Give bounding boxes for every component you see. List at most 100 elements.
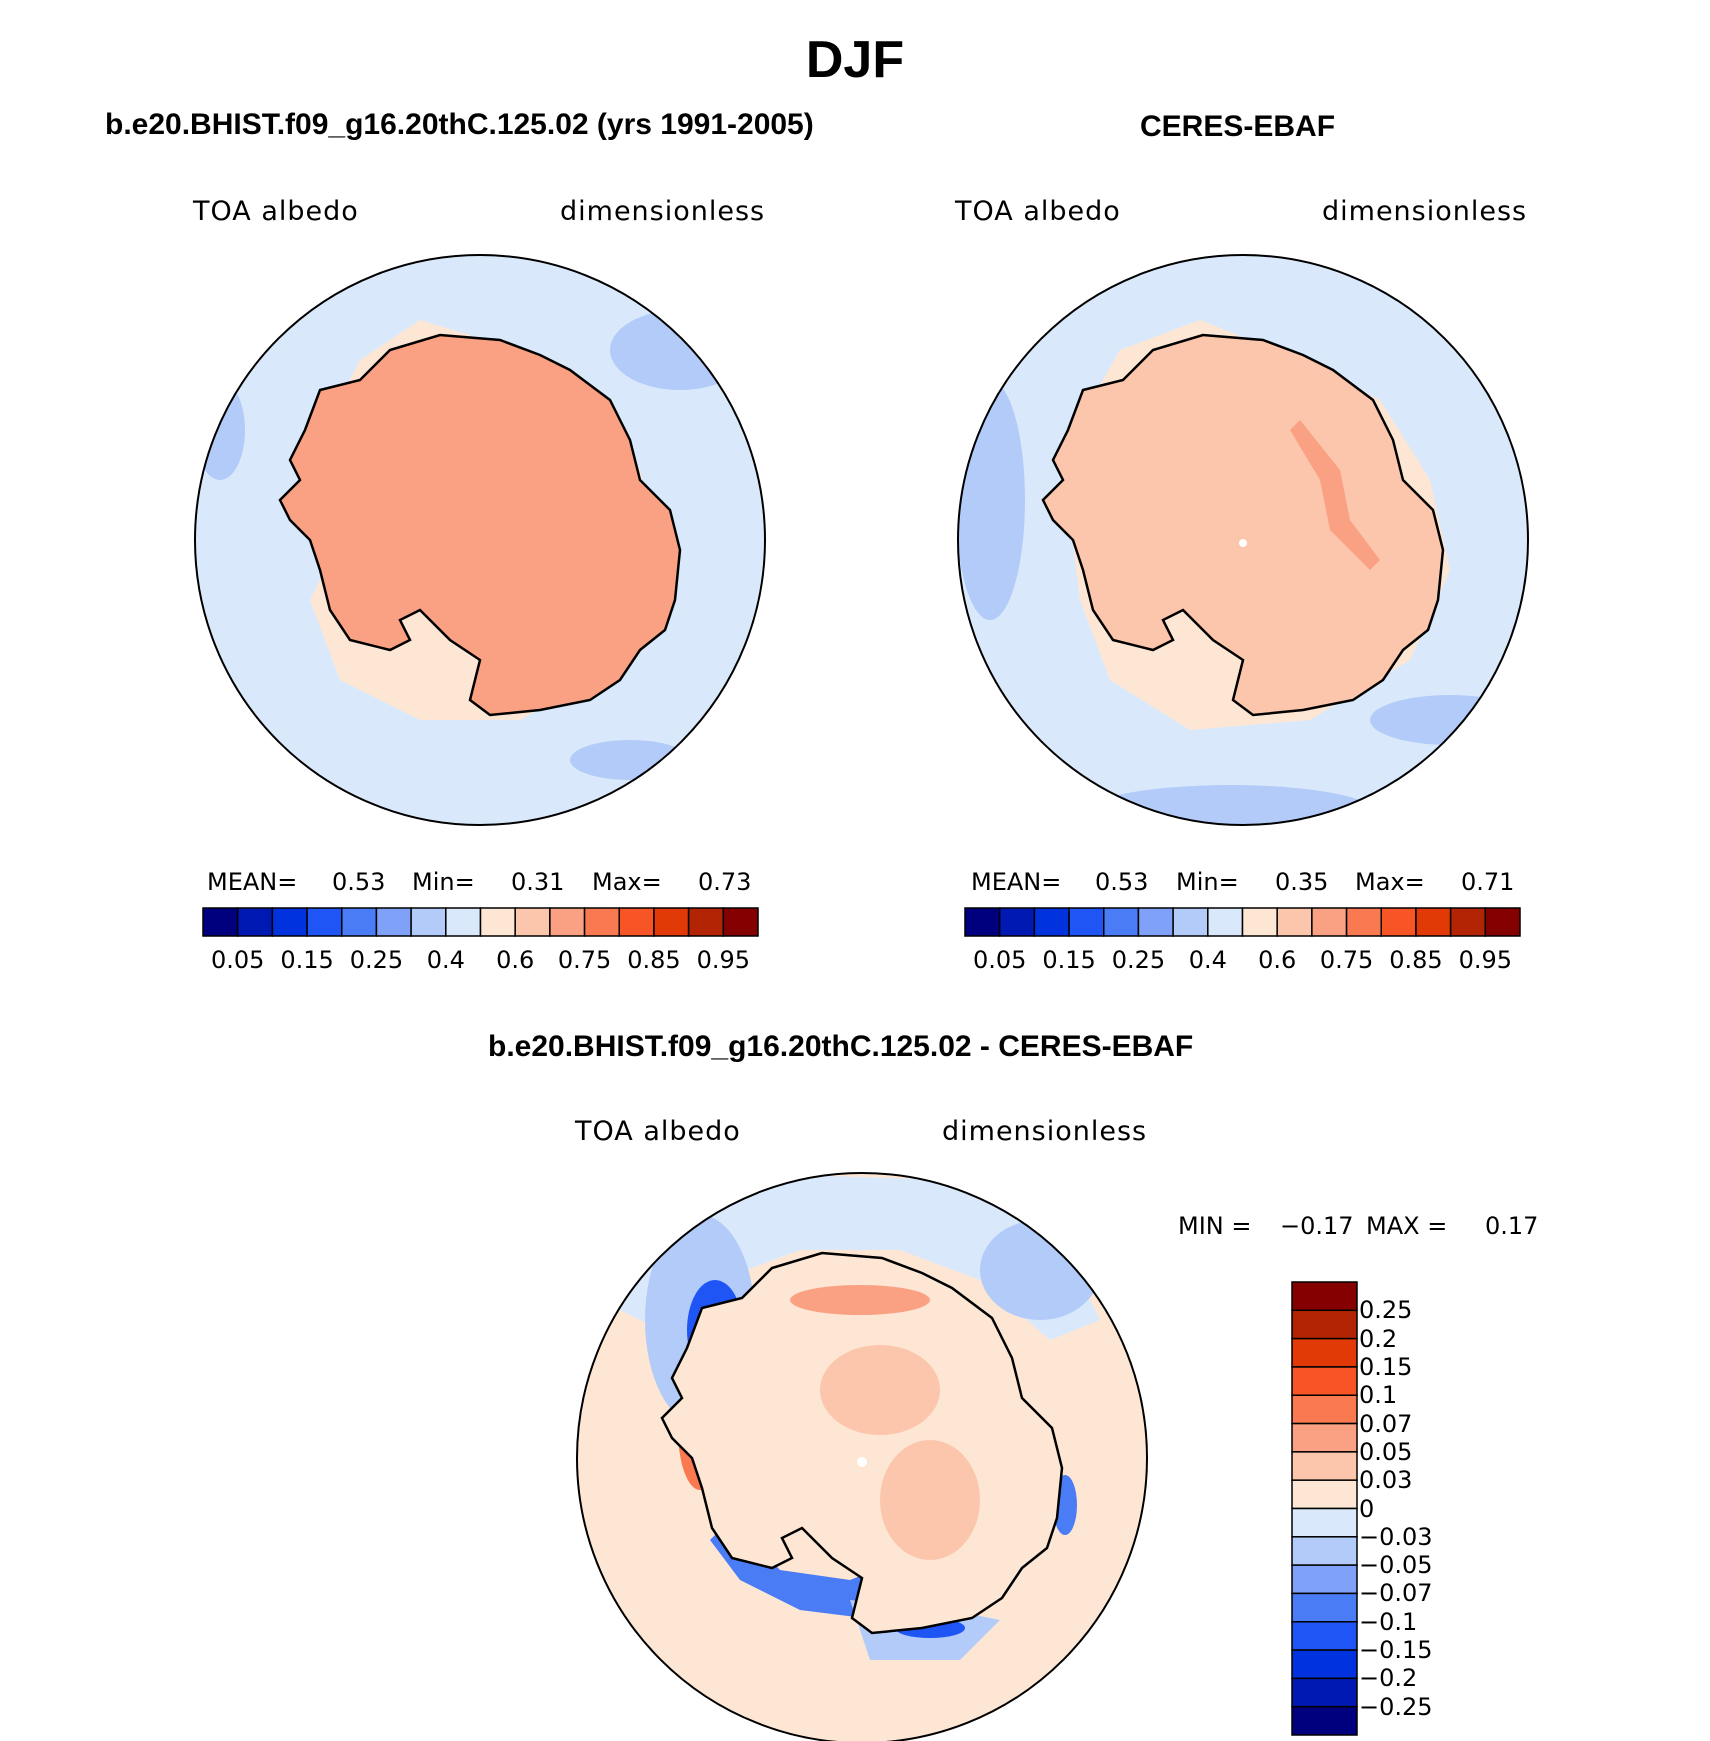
model-colorbar-box bbox=[618, 907, 655, 937]
obs-colorbar-box bbox=[1068, 907, 1105, 937]
diff-colorbar-tick-label: −0.2 bbox=[1359, 1664, 1418, 1693]
obs-colorbar bbox=[964, 907, 1521, 937]
obs-max-label: Max= bbox=[1355, 868, 1425, 896]
diff-colorbar-box bbox=[1291, 1309, 1358, 1340]
obs-min-label: Min= bbox=[1176, 868, 1239, 896]
obs-colorbar-box bbox=[1415, 907, 1452, 937]
obs-mean-value: 0.53 bbox=[1095, 868, 1149, 896]
diff-max-value: 0.17 bbox=[1485, 1212, 1539, 1240]
diff-units-label: dimensionless bbox=[942, 1116, 1148, 1147]
diff-colorbar-tick-label: −0.03 bbox=[1359, 1522, 1433, 1551]
model-colorbar-box bbox=[341, 907, 378, 937]
diff-colorbar bbox=[1291, 1281, 1358, 1736]
obs-colorbar-box bbox=[1241, 907, 1278, 937]
obs-colorbar-box bbox=[1137, 907, 1174, 937]
diff-colorbar-box bbox=[1291, 1337, 1358, 1368]
obs-colorbar-box bbox=[964, 907, 1001, 937]
diff-colorbar-tick-label: 0 bbox=[1359, 1494, 1375, 1523]
model-panel-title: b.e20.BHIST.f09_g16.20thC.125.02 (yrs 19… bbox=[105, 108, 814, 141]
obs-colorbar-box bbox=[1276, 907, 1313, 937]
model-colorbar-box bbox=[687, 907, 725, 937]
diff-colorbar-box bbox=[1291, 1564, 1358, 1595]
model-max-value: 0.73 bbox=[698, 868, 752, 896]
obs-colorbar-box bbox=[1172, 907, 1209, 937]
obs-colorbar-tick-label: 0.4 bbox=[1188, 946, 1227, 974]
diff-colorbar-tick-label: −0.25 bbox=[1359, 1692, 1433, 1721]
model-colorbar-box bbox=[202, 907, 239, 937]
diff-map bbox=[576, 1172, 1148, 1741]
diff-colorbar-box bbox=[1291, 1621, 1358, 1651]
diff-colorbar-tick-label: 0.07 bbox=[1359, 1409, 1413, 1438]
obs-min-value: 0.35 bbox=[1275, 868, 1329, 896]
diff-min-value: −0.17 bbox=[1280, 1212, 1354, 1240]
diff-min-label: MIN = bbox=[1178, 1212, 1252, 1240]
model-mean-value: 0.53 bbox=[332, 868, 386, 896]
obs-colorbar-box bbox=[1033, 907, 1070, 937]
obs-colorbar-tick-label: 0.6 bbox=[1258, 946, 1297, 974]
obs-colorbar-box bbox=[1345, 907, 1382, 937]
obs-colorbar-box bbox=[1207, 907, 1244, 937]
diff-colorbar-box bbox=[1291, 1451, 1358, 1481]
obs-units-label: dimensionless bbox=[1322, 196, 1528, 227]
diff-colorbar-box bbox=[1291, 1705, 1358, 1736]
obs-colorbar-box bbox=[1449, 907, 1487, 937]
model-colorbar-tick-label: 0.95 bbox=[696, 946, 751, 974]
diff-colorbar-tick-label: 0.1 bbox=[1359, 1381, 1398, 1410]
diff-colorbar-tick-label: 0.2 bbox=[1359, 1324, 1398, 1353]
obs-colorbar-tick-label: 0.85 bbox=[1389, 946, 1443, 974]
diff-colorbar-box bbox=[1291, 1422, 1358, 1453]
diff-colorbar-box bbox=[1291, 1281, 1358, 1312]
diff-colorbar-box bbox=[1291, 1677, 1358, 1708]
model-colorbar-tick-label: 0.4 bbox=[426, 946, 465, 974]
model-colorbar-box bbox=[479, 907, 516, 937]
model-colorbar-box bbox=[410, 907, 447, 937]
diff-colorbar-box bbox=[1291, 1592, 1358, 1623]
model-colorbar-tick-label: 0.25 bbox=[349, 946, 404, 974]
model-colorbar-box bbox=[445, 907, 482, 937]
model-colorbar-box bbox=[271, 907, 308, 937]
diff-colorbar-tick-label: −0.15 bbox=[1359, 1636, 1433, 1665]
diff-colorbar-box bbox=[1291, 1507, 1358, 1538]
obs-map bbox=[957, 254, 1529, 826]
model-colorbar-box bbox=[653, 907, 690, 937]
model-colorbar-tick-label: 0.85 bbox=[627, 946, 681, 974]
model-colorbar-box bbox=[549, 907, 586, 937]
model-variable-label: TOA albedo bbox=[193, 196, 359, 227]
diff-colorbar-box bbox=[1291, 1649, 1358, 1680]
model-colorbar-box bbox=[375, 907, 412, 937]
figure-title: DJF bbox=[805, 31, 905, 89]
model-colorbar-box bbox=[306, 907, 343, 937]
diff-variable-label: TOA albedo bbox=[575, 1116, 741, 1147]
obs-colorbar-tick-label: 0.95 bbox=[1458, 946, 1513, 974]
model-units-label: dimensionless bbox=[560, 196, 766, 227]
obs-colorbar-tick-label: 0.75 bbox=[1319, 946, 1374, 974]
model-min-label: Min= bbox=[412, 868, 475, 896]
model-colorbar-box bbox=[236, 907, 274, 937]
model-min-value: 0.31 bbox=[511, 868, 565, 896]
diff-max-label: MAX = bbox=[1366, 1212, 1448, 1240]
obs-colorbar-box bbox=[1380, 907, 1417, 937]
obs-colorbar-box bbox=[1484, 907, 1521, 937]
model-colorbar-tick-label: 0.15 bbox=[280, 946, 334, 974]
diff-colorbar-box bbox=[1291, 1366, 1358, 1396]
diff-colorbar-box bbox=[1291, 1536, 1358, 1566]
obs-variable-label: TOA albedo bbox=[955, 196, 1121, 227]
diff-colorbar-tick-label: 0.05 bbox=[1359, 1437, 1413, 1466]
model-mean-label: MEAN= bbox=[207, 868, 298, 896]
diff-panel-title: b.e20.BHIST.f09_g16.20thC.125.02 - CERES… bbox=[488, 1030, 1194, 1063]
obs-max-value: 0.71 bbox=[1461, 868, 1515, 896]
diff-colorbar-tick-label: −0.05 bbox=[1359, 1551, 1433, 1580]
obs-mean-label: MEAN= bbox=[971, 868, 1062, 896]
diff-colorbar-box bbox=[1291, 1394, 1358, 1425]
model-max-label: Max= bbox=[592, 868, 662, 896]
obs-colorbar-tick-label: 0.25 bbox=[1111, 946, 1166, 974]
diff-colorbar-tick-label: 0.15 bbox=[1359, 1352, 1413, 1381]
model-colorbar bbox=[202, 907, 759, 937]
obs-panel-title: CERES-EBAF bbox=[1140, 110, 1336, 143]
diff-colorbar-tick-label: 0.25 bbox=[1359, 1296, 1413, 1325]
model-colorbar-box bbox=[722, 907, 759, 937]
model-colorbar-tick-label: 0.05 bbox=[210, 946, 265, 974]
model-colorbar-box bbox=[514, 907, 551, 937]
obs-colorbar-tick-label: 0.05 bbox=[972, 946, 1027, 974]
